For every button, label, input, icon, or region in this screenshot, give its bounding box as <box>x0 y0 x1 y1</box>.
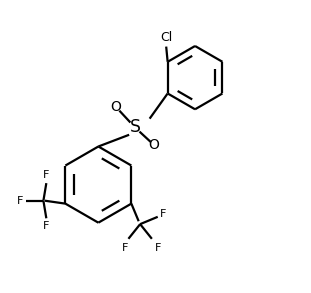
Text: F: F <box>16 196 23 206</box>
Text: F: F <box>155 243 161 253</box>
Text: O: O <box>149 138 160 152</box>
Text: F: F <box>43 170 49 180</box>
Text: Cl: Cl <box>160 31 172 44</box>
Text: S: S <box>129 118 141 137</box>
Text: F: F <box>43 221 49 231</box>
Text: F: F <box>160 209 166 219</box>
Text: O: O <box>110 100 121 114</box>
Text: F: F <box>122 243 129 253</box>
